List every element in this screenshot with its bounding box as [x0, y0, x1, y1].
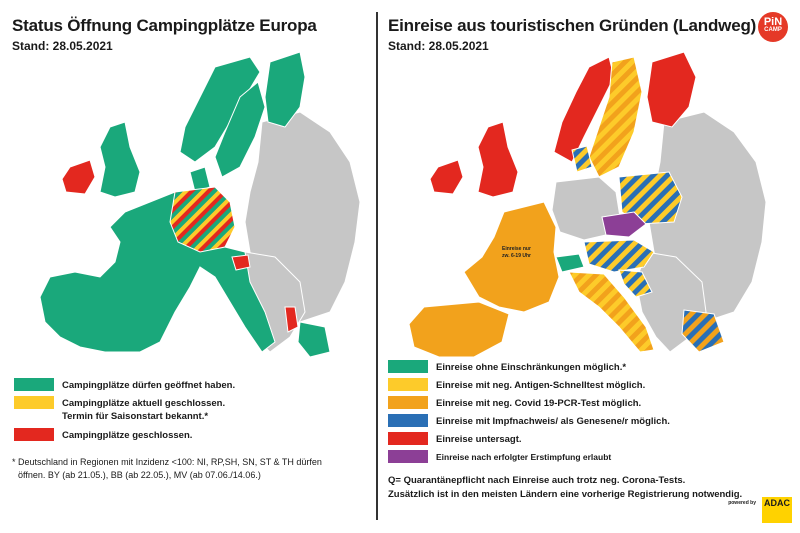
right-footnote: Q= Quarantänepflicht nach Einreise auch …: [388, 474, 742, 502]
legend-swatch-red: [14, 428, 54, 441]
legend-label: Einreise untersagt.: [436, 434, 522, 445]
ireland: [61, 159, 96, 195]
legend-swatch-yellow: [14, 396, 54, 409]
camping-status-panel: Status Öffnung Campingplätze Europa Stan…: [0, 0, 370, 533]
legend-label: Campingplätze aktuell geschlossen.: [62, 398, 226, 409]
adac-logo: ADAC: [762, 497, 792, 523]
germany: [169, 186, 236, 253]
entry-rules-panel: Einreise aus touristischen Gründen (Land…: [384, 0, 800, 533]
right-title: Einreise aus touristischen Gründen (Land…: [388, 16, 757, 35]
camping-status-map: [39, 52, 361, 358]
legend-swatch-green: [14, 378, 54, 391]
ireland: [429, 159, 464, 195]
footnote-line2: Zusätzlich ist in den meisten Ländern ei…: [388, 489, 743, 500]
denmark: [571, 145, 593, 173]
greece: [681, 309, 725, 353]
logo-text-bottom: CAMP: [764, 27, 782, 33]
croatia: [618, 269, 653, 298]
left-title: Status Öffnung Campingplätze Europa: [12, 16, 317, 35]
legend-label-line2: Termin für Saisonstart bekannt.*: [62, 411, 209, 422]
legend-label: Einreise mit Impfnachweis/ als Genesene/…: [436, 416, 670, 427]
switzerland: [555, 253, 585, 273]
legend-label: Campingplätze geschlossen.: [62, 430, 193, 441]
finland: [264, 52, 306, 128]
greece: [297, 321, 331, 358]
right-stand-date: Stand: 28.05.2021: [388, 39, 489, 53]
powered-by-label: powered by: [728, 500, 756, 506]
legend-swatch-yellow: [388, 378, 428, 391]
sweden: [214, 81, 266, 178]
adac-badge: powered by ADAC: [728, 497, 792, 523]
austria-hungary: [583, 239, 655, 273]
poland: [618, 171, 683, 225]
legend-swatch-green: [388, 360, 428, 373]
legend-label: Campingplätze dürfen geöffnet haben.: [62, 380, 236, 391]
left-legend: Campingplätze dürfen geöffnet haben. Cam…: [14, 378, 354, 448]
pincamp-logo: PiN CAMP: [758, 12, 788, 42]
denmark: [189, 166, 211, 193]
panel-divider: [376, 12, 378, 520]
czechia: [601, 211, 647, 238]
entry-rules-map: Einreise nur zw. 6-19 Uhr: [408, 52, 767, 358]
footnote-line1: Q= Quarantänepflicht nach Einreise auch …: [388, 475, 686, 486]
uk: [99, 121, 141, 198]
norway: [179, 56, 261, 163]
legend-label: Einreise nach erfolgter Erstimpfung erla…: [436, 452, 612, 462]
footnote-line1: * Deutschland in Regionen mit Inzidenz <…: [12, 457, 322, 467]
sweden: [588, 56, 643, 178]
legend-label: Einreise mit neg. Covid 19-PCR-Test mögl…: [436, 398, 642, 409]
legend-swatch-blue: [388, 414, 428, 427]
legend-label: Einreise mit neg. Antigen-Schnelltest mö…: [436, 380, 646, 391]
france-note-line2: zw. 6-19 Uhr: [502, 253, 531, 259]
albania: [284, 306, 299, 333]
finland: [646, 52, 697, 128]
france-note-line1: Einreise nur: [502, 246, 531, 252]
left-footnote: * Deutschland in Regionen mit Inzidenz <…: [12, 456, 364, 482]
uk: [477, 121, 519, 198]
legend-swatch-purple: [388, 450, 428, 463]
logo-text-top: PiN: [763, 16, 783, 28]
legend-label: Einreise ohne Einschränkungen möglich.*: [436, 362, 627, 373]
legend-swatch-red: [388, 432, 428, 445]
slovenia: [231, 254, 251, 271]
italy: [568, 271, 655, 353]
legend-swatch-orange: [388, 396, 428, 409]
right-legend: Einreise ohne Einschränkungen möglich.* …: [388, 360, 788, 470]
left-stand-date: Stand: 28.05.2021: [12, 39, 113, 53]
france: [463, 201, 560, 313]
footnote-line2: öffnen. BY (ab 21.05.), BB (ab 22.05.), …: [18, 470, 261, 480]
western-europe: [39, 191, 276, 353]
iberia: [408, 301, 510, 358]
